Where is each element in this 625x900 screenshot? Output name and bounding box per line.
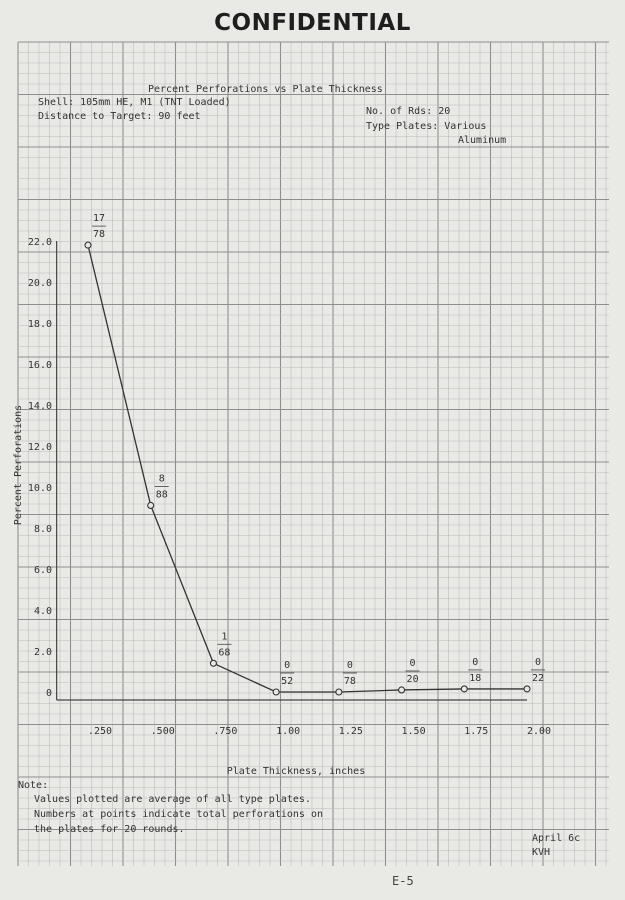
point-label-denominator: 78 <box>344 676 356 687</box>
y-tick-label: 8.0 <box>34 524 52 535</box>
data-point <box>335 688 343 696</box>
chart-title: Percent Perforations vs Plate Thickness <box>148 84 383 95</box>
point-label-denominator: 20 <box>407 674 419 685</box>
page-number: E-5 <box>392 874 414 888</box>
point-label-denominator: 88 <box>156 489 168 500</box>
x-axis-label: Plate Thickness, inches <box>227 766 365 777</box>
y-tick-label: 20.0 <box>28 278 52 289</box>
y-tick-label: 4.0 <box>34 606 52 617</box>
data-point <box>147 501 155 510</box>
x-tick-label: 1.50 <box>402 726 426 737</box>
y-tick-label: 6.0 <box>34 565 52 576</box>
x-tick-label: .500 <box>151 726 175 737</box>
data-point <box>398 686 406 694</box>
y-tick-label: 12.0 <box>28 442 52 453</box>
y-tick-label: 0 <box>46 688 52 699</box>
note-heading: Note: <box>18 780 49 791</box>
x-tick-label: 2.00 <box>527 726 551 737</box>
shell-info: Shell: 105mm HE, M1 (TNT Loaded) <box>38 97 231 108</box>
grid-lines <box>17 41 609 866</box>
y-tick-label: 14.0 <box>28 401 52 412</box>
point-label-numerator: 0 <box>410 658 416 669</box>
data-point <box>84 241 92 249</box>
note-line-2: Numbers at points indicate total perfora… <box>34 809 323 820</box>
signoff-date: April 6c <box>532 833 581 844</box>
y-axis-label: Percent Perforations <box>13 405 24 525</box>
plates-material: Aluminum <box>458 135 507 146</box>
y-tick-label: 2.0 <box>34 647 52 658</box>
distance-info: Distance to Target: 90 feet <box>38 111 201 122</box>
point-label-numerator: 1 <box>221 631 227 642</box>
y-tick-label: 18.0 <box>28 319 52 330</box>
y-tick-label: 22.0 <box>28 237 52 248</box>
y-tick-label: 10.0 <box>28 483 52 494</box>
point-label-numerator: 8 <box>159 473 165 484</box>
data-point <box>209 659 217 667</box>
note-line-1: Values plotted are average of all type p… <box>34 794 311 805</box>
x-tick-label: .750 <box>213 726 237 737</box>
x-tick-label: 1.00 <box>276 726 300 737</box>
plates-info: Type Plates: Various <box>366 121 487 132</box>
signoff-initials: KVH <box>532 847 551 858</box>
point-label-numerator: 0 <box>472 657 478 668</box>
point-label-denominator: 52 <box>281 676 293 687</box>
x-tick-label: .250 <box>88 726 112 737</box>
data-point <box>460 685 468 693</box>
data-point <box>272 688 280 696</box>
point-label-denominator: 22 <box>532 673 544 684</box>
point-label-numerator: 0 <box>284 660 290 671</box>
point-label-denominator: 18 <box>469 673 481 684</box>
point-label-denominator: 78 <box>93 229 105 240</box>
point-label-numerator: 0 <box>535 657 541 668</box>
confidential-stamp: CONFIDENTIAL <box>214 10 411 36</box>
point-label-denominator: 68 <box>218 647 230 658</box>
data-point <box>523 685 531 693</box>
y-tick-label: 16.0 <box>28 360 52 371</box>
data-line <box>87 244 527 693</box>
rounds-info: No. of Rds: 20 <box>366 106 451 117</box>
x-tick-label: 1.25 <box>339 726 363 737</box>
point-label-numerator: 0 <box>347 660 353 671</box>
point-label-numerator: 17 <box>93 213 105 224</box>
note-line-3: the plates for 20 rounds. <box>34 824 185 835</box>
x-tick-label: 1.75 <box>464 726 488 737</box>
